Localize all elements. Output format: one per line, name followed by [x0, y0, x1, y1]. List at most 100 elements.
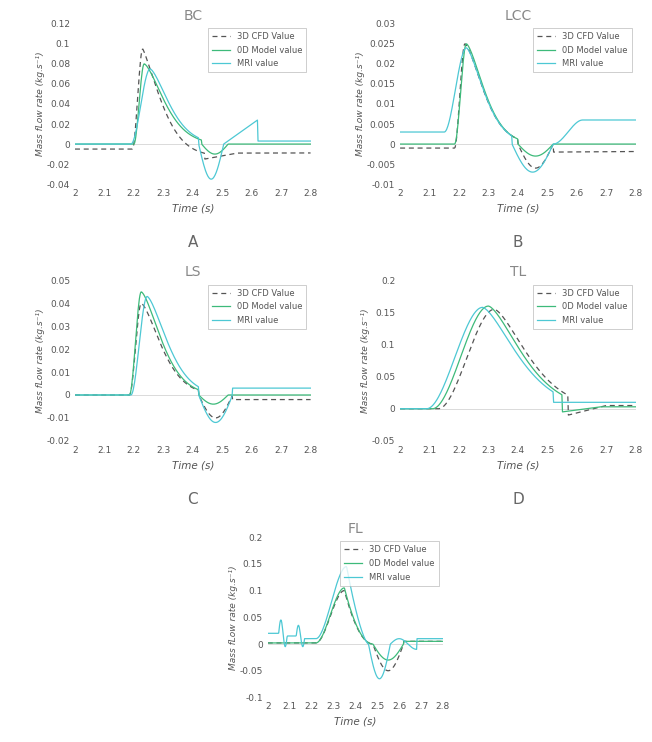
X-axis label: Time (s): Time (s) [497, 460, 539, 470]
MRI value [545, 384, 553, 393]
MRI value [146, 65, 154, 73]
MRI value [490, 110, 498, 119]
Line: 3D CFD Value: 3D CFD Value [400, 309, 636, 415]
0D Model value [71, 139, 79, 148]
0D Model value [306, 139, 314, 148]
MRI value [567, 398, 574, 407]
0D Model value [264, 638, 272, 647]
0D Model value [531, 151, 539, 160]
3D CFD Value [165, 357, 173, 366]
0D Model value [439, 637, 447, 646]
3D CFD Value [333, 594, 341, 603]
MRI value [462, 43, 470, 52]
Line: 0D Model value: 0D Model value [75, 64, 310, 154]
0D Model value [149, 71, 156, 80]
3D CFD Value [220, 407, 228, 416]
Text: C: C [188, 492, 198, 507]
0D Model value [569, 406, 576, 415]
Legend: 3D CFD Value, 0D Model value, MRI value: 3D CFD Value, 0D Model value, MRI value [207, 28, 306, 73]
3D CFD Value [424, 404, 432, 413]
0D Model value [490, 306, 498, 315]
3D CFD Value [264, 638, 272, 647]
3D CFD Value [340, 586, 348, 595]
MRI value [374, 674, 382, 683]
MRI value [391, 636, 399, 645]
X-axis label: Time (s): Time (s) [334, 717, 376, 727]
MRI value [285, 631, 293, 640]
MRI value [439, 634, 447, 643]
3D CFD Value [99, 390, 107, 399]
MRI value [479, 303, 486, 312]
0D Model value [211, 150, 219, 159]
3D CFD Value [569, 410, 576, 418]
MRI value [424, 128, 432, 137]
3D CFD Value [220, 151, 228, 160]
Line: 3D CFD Value: 3D CFD Value [75, 303, 310, 418]
0D Model value [396, 139, 404, 148]
MRI value [529, 168, 537, 177]
3D CFD Value [165, 115, 173, 124]
0D Model value [99, 139, 107, 148]
MRI value [321, 620, 329, 628]
0D Model value [243, 139, 250, 148]
3D CFD Value [243, 148, 251, 157]
3D CFD Value [569, 148, 576, 157]
MRI value [207, 174, 215, 183]
MRI value [473, 68, 481, 77]
0D Model value [632, 139, 640, 148]
Y-axis label: Mass fLow rate (kg.s⁻¹): Mass fLow rate (kg.s⁻¹) [361, 308, 370, 413]
0D Model value [424, 139, 432, 148]
3D CFD Value [461, 39, 469, 48]
0D Model value [285, 638, 293, 647]
Line: MRI value: MRI value [75, 297, 310, 422]
MRI value [333, 579, 341, 588]
0D Model value [384, 656, 392, 665]
3D CFD Value [565, 410, 572, 419]
Title: TL: TL [510, 265, 526, 279]
0D Model value [559, 407, 567, 416]
0D Model value [392, 651, 400, 660]
3D CFD Value [567, 410, 575, 418]
MRI value [212, 418, 220, 427]
Y-axis label: Mass fLow rate (kg.s⁻¹): Mass fLow rate (kg.s⁻¹) [356, 52, 364, 157]
0D Model value [165, 352, 173, 361]
3D CFD Value [396, 404, 404, 413]
0D Model value [71, 390, 79, 399]
3D CFD Value [546, 148, 554, 157]
0D Model value [567, 407, 575, 416]
MRI value [71, 139, 79, 148]
MRI value [220, 410, 228, 418]
MRI value [568, 398, 576, 407]
3D CFD Value [306, 395, 314, 404]
3D CFD Value [391, 660, 399, 669]
MRI value [149, 300, 156, 309]
0D Model value [220, 394, 228, 403]
Title: LS: LS [185, 265, 201, 279]
0D Model value [306, 390, 314, 399]
MRI value [220, 139, 228, 148]
0D Model value [165, 105, 173, 114]
X-axis label: Time (s): Time (s) [171, 203, 214, 214]
MRI value [342, 562, 350, 571]
Line: 0D Model value: 0D Model value [75, 292, 310, 404]
3D CFD Value [384, 666, 392, 675]
MRI value [396, 128, 404, 137]
0D Model value [546, 143, 554, 152]
Text: A: A [188, 235, 198, 251]
3D CFD Value [243, 148, 250, 157]
3D CFD Value [321, 626, 329, 635]
MRI value [71, 390, 79, 399]
Title: BC: BC [183, 9, 202, 22]
MRI value [264, 629, 272, 638]
Line: MRI value: MRI value [75, 69, 310, 179]
3D CFD Value [71, 390, 79, 399]
MRI value [392, 635, 400, 644]
0D Model value [149, 311, 156, 320]
3D CFD Value [149, 71, 156, 80]
0D Model value [391, 651, 399, 660]
Line: 0D Model value: 0D Model value [400, 306, 636, 412]
MRI value [473, 306, 481, 315]
3D CFD Value [243, 395, 250, 404]
3D CFD Value [545, 376, 553, 385]
Legend: 3D CFD Value, 0D Model value, MRI value: 3D CFD Value, 0D Model value, MRI value [533, 28, 632, 73]
